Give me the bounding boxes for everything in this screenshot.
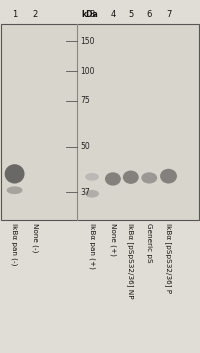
Text: IkBα pan (+): IkBα pan (+)	[89, 223, 95, 269]
Text: 1: 1	[12, 10, 17, 19]
Ellipse shape	[105, 172, 121, 186]
Text: None (+): None (+)	[110, 223, 116, 256]
Text: 50: 50	[80, 142, 90, 151]
Text: IkBα [pSpS32/36] NP: IkBα [pSpS32/36] NP	[127, 223, 134, 299]
Ellipse shape	[85, 173, 99, 181]
Text: kDa: kDa	[81, 10, 98, 19]
Ellipse shape	[141, 172, 157, 184]
Ellipse shape	[7, 186, 23, 194]
Ellipse shape	[160, 169, 177, 184]
Text: 5: 5	[128, 10, 133, 19]
Text: 7: 7	[166, 10, 171, 19]
Text: IkBα [pSpS32/36] P: IkBα [pSpS32/36] P	[165, 223, 172, 293]
Text: 150: 150	[80, 37, 95, 46]
Text: IkBα pan (-): IkBα pan (-)	[11, 223, 18, 266]
Text: 37: 37	[80, 188, 90, 197]
Text: 6: 6	[146, 10, 151, 19]
Text: Generic pS: Generic pS	[146, 223, 152, 263]
Ellipse shape	[5, 164, 25, 184]
Text: 4: 4	[110, 10, 116, 19]
Ellipse shape	[85, 190, 99, 198]
Bar	[1, 24, 199, 221]
Text: 3: 3	[89, 10, 95, 19]
Text: 2: 2	[33, 10, 38, 19]
Text: None (-): None (-)	[32, 223, 39, 253]
Text: 100: 100	[80, 66, 95, 76]
Text: 75: 75	[80, 96, 90, 106]
Ellipse shape	[123, 170, 139, 184]
